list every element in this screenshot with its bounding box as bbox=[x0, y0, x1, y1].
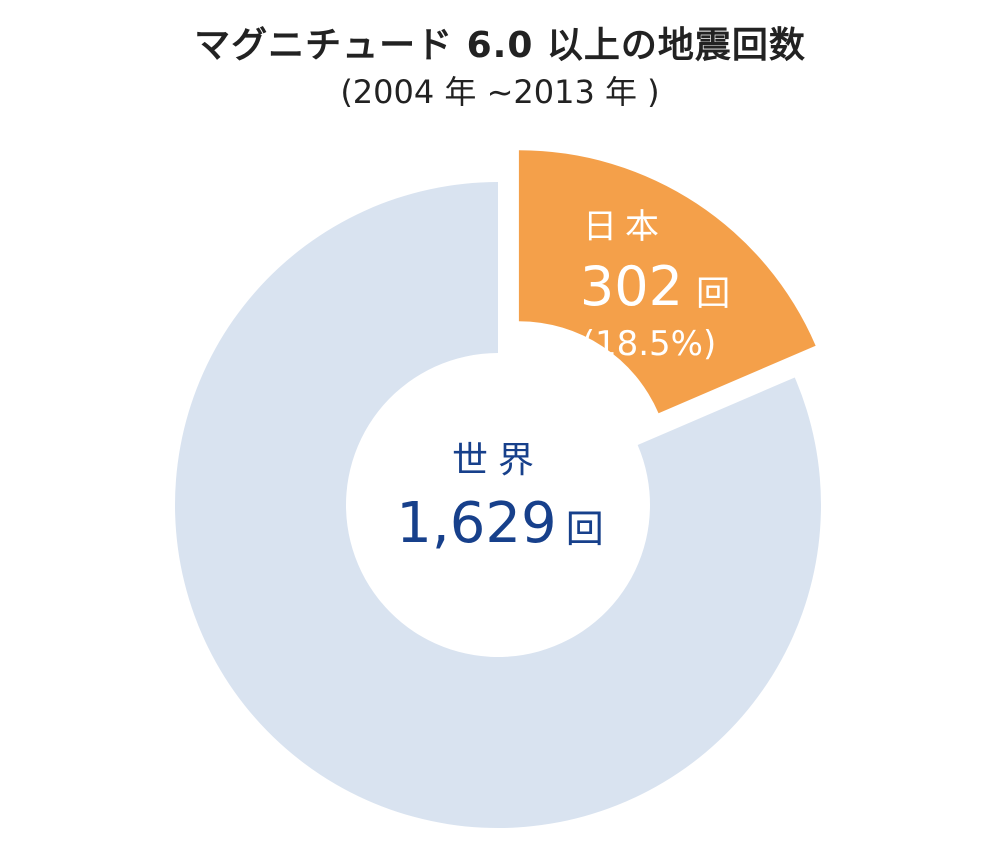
chart-title: マグニチュード 6.0 以上の地震回数 bbox=[194, 25, 806, 66]
japan-label: 日本 bbox=[583, 207, 667, 247]
center-value-line: 1,629 回 bbox=[396, 491, 603, 556]
japan-value: 302 bbox=[580, 255, 683, 318]
japan-value-line: 302 回 bbox=[580, 255, 730, 318]
center-unit: 回 bbox=[566, 507, 604, 551]
japan-unit: 回 bbox=[696, 274, 730, 314]
chart-subtitle: (2004 年 ~2013 年 ) bbox=[340, 73, 660, 111]
japan-percent: (18.5%) bbox=[582, 324, 717, 364]
donut-slice-rest bbox=[175, 182, 821, 828]
chart-header: マグニチュード 6.0 以上の地震回数 (2004 年 ~2013 年 ) bbox=[0, 22, 1000, 114]
center-value: 1,629 bbox=[396, 491, 556, 556]
donut-slice-japan bbox=[518, 150, 816, 414]
center-label: 世界 bbox=[452, 440, 544, 481]
